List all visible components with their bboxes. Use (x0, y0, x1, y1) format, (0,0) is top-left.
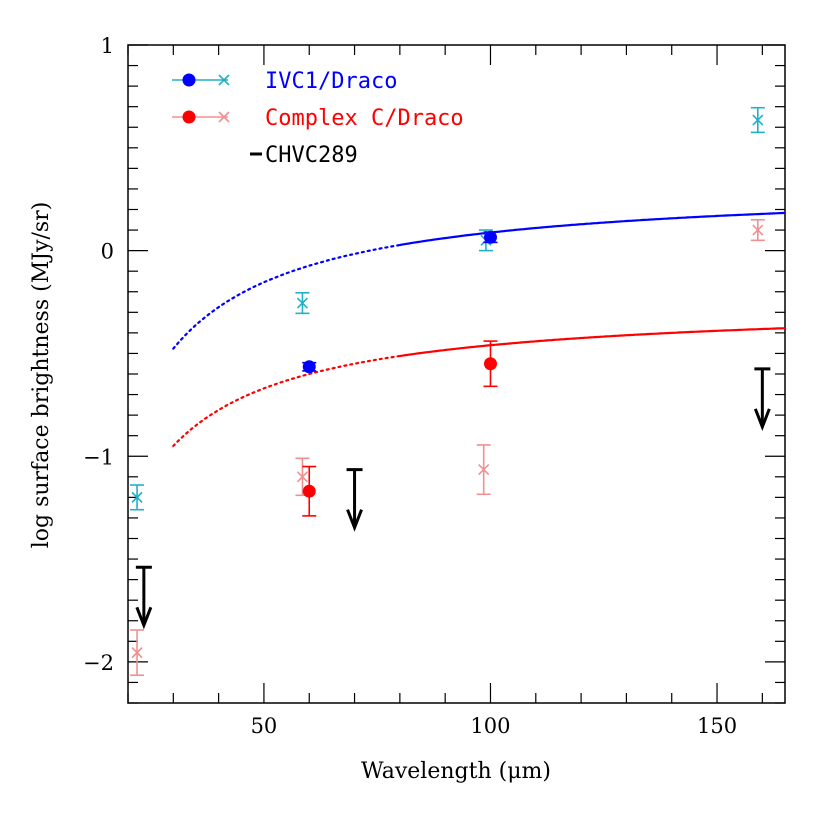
data-point (302, 360, 316, 374)
y-tick-label: −1 (83, 445, 114, 469)
y-tick-label: 0 (101, 240, 114, 264)
x-tick-label: 50 (251, 714, 278, 738)
cross-marker (752, 224, 764, 236)
fit-curve (399, 327, 785, 358)
legend-cross (218, 74, 230, 86)
fit-curve (399, 211, 785, 247)
cross-marker (296, 471, 309, 483)
data-point (302, 484, 316, 498)
y-axis-label: log surface brightness (MJy/sr) (29, 202, 54, 549)
legend-dot (182, 110, 196, 124)
y-tick-label: −2 (83, 651, 114, 675)
data-point (483, 357, 497, 371)
legend-cross (218, 111, 230, 123)
data-points (130, 106, 771, 677)
data-point (483, 230, 497, 244)
legend-dot (182, 73, 196, 87)
x-tick-label: 100 (470, 714, 510, 738)
legend-label: Complex C/Draco (265, 106, 464, 131)
cross-marker (131, 491, 143, 503)
plot-frame (127, 44, 786, 704)
y-tick-label: 1 (101, 34, 114, 58)
axes-frame (127, 44, 786, 704)
legend-label: CHVC289 (265, 143, 358, 168)
fit-curve-extrapolated (172, 243, 401, 350)
legend-label: IVC1/Draco (265, 69, 397, 94)
x-axis-ticks: 50 100 150 (127, 45, 763, 738)
upper-limit-arrowhead (753, 408, 771, 431)
legend: IVC1/Draco Complex C/Draco CHVC289 (172, 69, 464, 168)
fit-curve-extrapolated (172, 354, 401, 448)
cross-marker (296, 297, 309, 309)
cross-marker (131, 647, 143, 659)
cross-marker (478, 464, 490, 476)
y-axis-ticks: 1 0 −1 −2 (83, 34, 785, 704)
upper-limit-arrowhead (346, 509, 363, 532)
x-axis-label: Wavelength (μm) (361, 759, 551, 784)
x-tick-label: 150 (697, 714, 737, 738)
cross-marker (752, 114, 764, 126)
upper-limit-arrowhead (135, 606, 153, 630)
fit-curves (172, 211, 785, 448)
